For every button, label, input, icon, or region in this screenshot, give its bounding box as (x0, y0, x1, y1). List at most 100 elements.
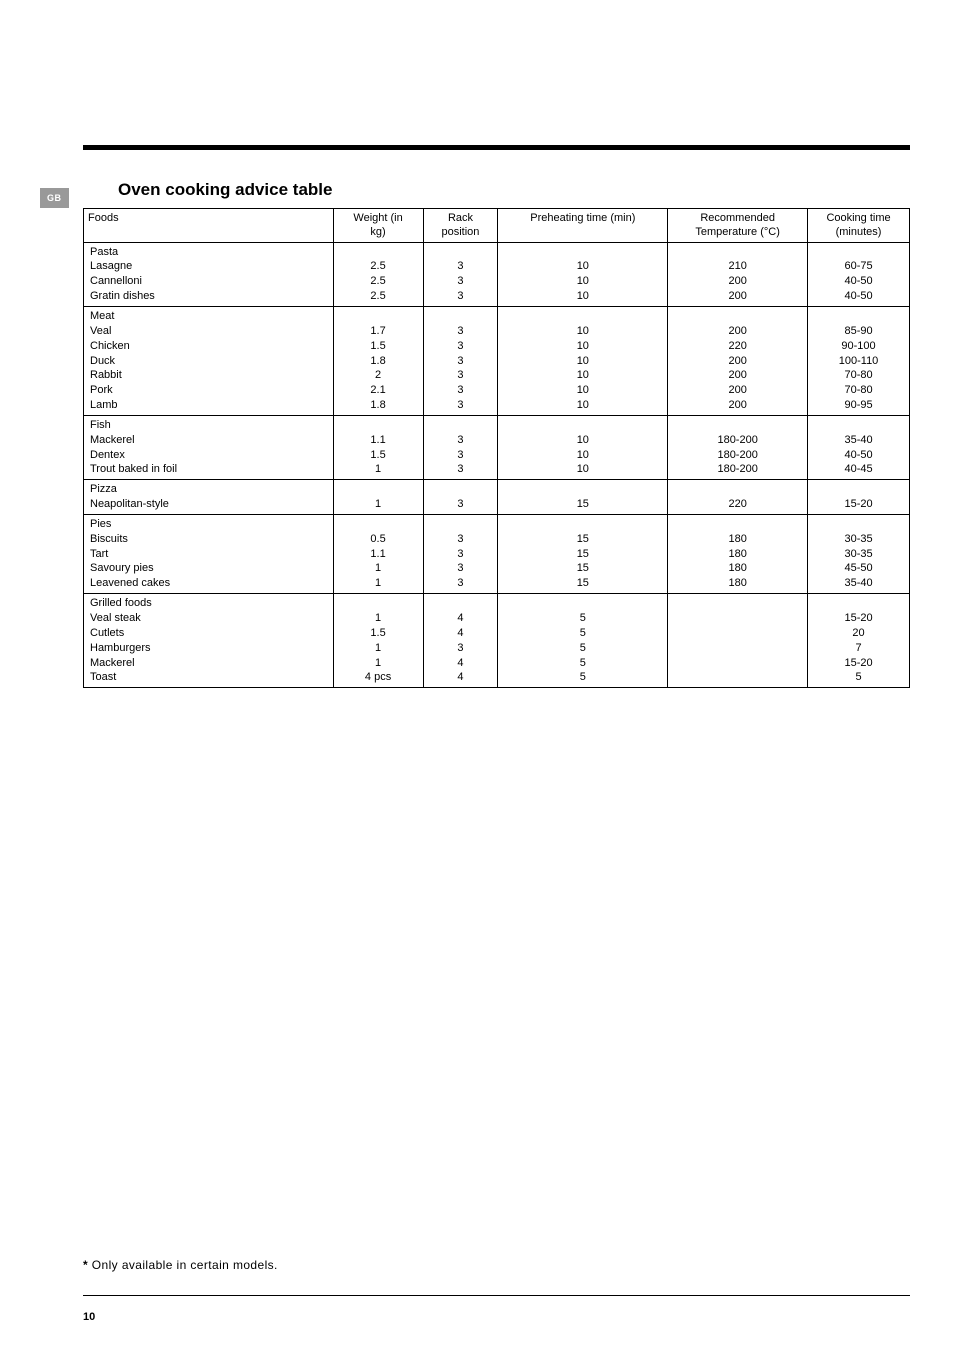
cell-line: 1.7 (340, 324, 417, 339)
cell-line: 200 (674, 354, 801, 369)
cell-line: 70-80 (814, 368, 903, 383)
cell-line: 40-45 (814, 462, 903, 477)
cell-line (504, 517, 661, 532)
cell-line: 3 (430, 547, 492, 562)
cell-line: Rabbit (90, 368, 327, 383)
cell-line (504, 482, 661, 497)
table-cell: 15-20 (808, 480, 910, 515)
cell-line (674, 482, 801, 497)
language-badge: GB (40, 188, 69, 208)
cell-line (674, 517, 801, 532)
table-cell: Grilled foodsVeal steakCutletsHamburgers… (84, 594, 334, 688)
cell-line: 3 (430, 576, 492, 591)
cell-line (674, 309, 801, 324)
cell-line: 4 (430, 670, 492, 685)
cell-line: 40-50 (814, 448, 903, 463)
cell-line: 180-200 (674, 462, 801, 477)
cell-line: 15 (504, 547, 661, 562)
table-cell: 0.51.111 (333, 514, 423, 593)
table-cell: PiesBiscuitsTartSavoury piesLeavened cak… (84, 514, 334, 593)
cell-line: 200 (674, 368, 801, 383)
table-row: Grilled foodsVeal steakCutletsHamburgers… (84, 594, 910, 688)
cell-line: 3 (430, 368, 492, 383)
cell-line: 3 (430, 448, 492, 463)
cell-line: 3 (430, 259, 492, 274)
cell-line: 1 (340, 656, 417, 671)
cell-line: 0.5 (340, 532, 417, 547)
cell-line: Grilled foods (90, 596, 327, 611)
cell-line: Biscuits (90, 532, 327, 547)
table-cell: PizzaNeapolitan-style (84, 480, 334, 515)
cell-line (814, 596, 903, 611)
cell-line: 3 (430, 339, 492, 354)
cell-line: 1 (340, 611, 417, 626)
cell-line: 70-80 (814, 383, 903, 398)
cell-line: 200 (674, 383, 801, 398)
cell-line: 5 (504, 670, 661, 685)
table-cell: 85-9090-100100-11070-8070-8090-95 (808, 306, 910, 415)
cell-line: 20 (814, 626, 903, 641)
cell-line: 5 (504, 656, 661, 671)
cell-line: 15-20 (814, 656, 903, 671)
cell-line: 30-35 (814, 547, 903, 562)
cell-line: 15-20 (814, 497, 903, 512)
cell-line: 2.5 (340, 289, 417, 304)
cell-line: 180-200 (674, 433, 801, 448)
cell-line: 3 (430, 274, 492, 289)
cell-line (814, 245, 903, 260)
table-cell: 180-200180-200180-200 (668, 415, 808, 479)
cell-line (504, 596, 661, 611)
cell-line: 10 (504, 462, 661, 477)
table-cell: 44344 (423, 594, 498, 688)
cell-line: 2.5 (340, 259, 417, 274)
table-cell: 3 (423, 480, 498, 515)
cell-line (430, 596, 492, 611)
cell-line (674, 626, 801, 641)
cell-line: 10 (504, 368, 661, 383)
cell-line: 5 (504, 641, 661, 656)
table-cell: MeatVealChickenDuckRabbitPorkLamb (84, 306, 334, 415)
cell-line: Dentex (90, 448, 327, 463)
cell-line: 1.5 (340, 448, 417, 463)
cell-line: 3 (430, 354, 492, 369)
cell-line: 90-100 (814, 339, 903, 354)
cell-line (814, 418, 903, 433)
table-body: PastaLasagneCannelloniGratin dishes 2.52… (84, 242, 910, 688)
cell-line: 3 (430, 289, 492, 304)
cell-line: 1 (340, 641, 417, 656)
cell-line: 2.1 (340, 383, 417, 398)
cell-line: 1 (340, 497, 417, 512)
table-cell: 101010 (498, 415, 668, 479)
cell-line: 3 (430, 561, 492, 576)
cell-line: 10 (504, 289, 661, 304)
cell-line: Tart (90, 547, 327, 562)
cell-line (674, 245, 801, 260)
cell-line: 4 (430, 656, 492, 671)
cell-line: 10 (504, 339, 661, 354)
cell-line: 7 (814, 641, 903, 656)
table-cell: 210200200 (668, 242, 808, 306)
cell-line: 5 (504, 626, 661, 641)
page-title: Oven cooking advice table (118, 180, 332, 200)
cell-line: 4 pcs (340, 670, 417, 685)
cell-line: 1.1 (340, 547, 417, 562)
cell-line: Trout baked in foil (90, 462, 327, 477)
cell-line: 40-50 (814, 274, 903, 289)
cell-line: 15 (504, 532, 661, 547)
table-cell: 220 (668, 480, 808, 515)
cell-line: 90-95 (814, 398, 903, 413)
table-cell: 60-7540-5040-50 (808, 242, 910, 306)
cell-line: Pork (90, 383, 327, 398)
cell-line: 15 (504, 561, 661, 576)
cell-line (430, 517, 492, 532)
cell-line: Pizza (90, 482, 327, 497)
column-header: Weight (inkg) (333, 209, 423, 243)
cell-line: Fish (90, 418, 327, 433)
page-top-bar (83, 145, 910, 150)
cell-line: 15 (504, 497, 661, 512)
table-cell: FishMackerelDentexTrout baked in foil (84, 415, 334, 479)
cell-line: 1.8 (340, 354, 417, 369)
cell-line (340, 596, 417, 611)
table-cell: 101010 (498, 242, 668, 306)
cell-line: Duck (90, 354, 327, 369)
